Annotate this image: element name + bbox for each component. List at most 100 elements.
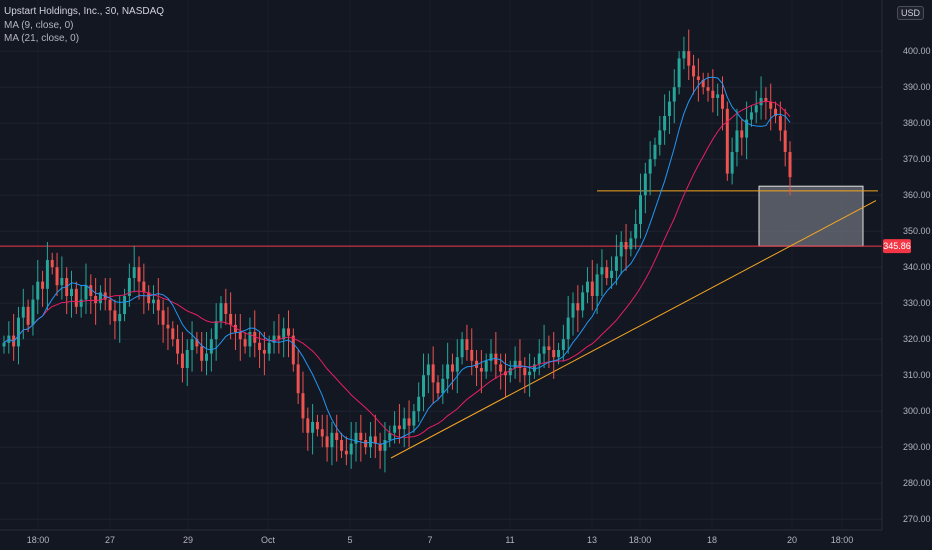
candle-body (595, 274, 599, 296)
candle-body (142, 281, 146, 293)
candle-body (513, 360, 517, 368)
price-label-background (883, 239, 911, 254)
candle-body (195, 339, 199, 347)
candle-body (176, 339, 180, 354)
candle-body (94, 296, 98, 304)
candle-body (783, 130, 787, 152)
y-tick-label: 390.00 (903, 82, 931, 92)
candle-body (118, 314, 122, 322)
candle-body (267, 342, 271, 354)
y-tick-label: 360.00 (903, 190, 931, 200)
time-axis: 18:00 27 29 Oct 5 7 11 13 18:00 18 20 18:00 (0, 529, 882, 545)
candle-body (127, 278, 131, 296)
candle-body (378, 443, 382, 451)
x-tick-label: 29 (183, 535, 193, 545)
candle-body (21, 306, 25, 318)
candle-body (388, 432, 392, 440)
candle-body (161, 310, 165, 325)
candle-body (566, 317, 570, 340)
candle-body (754, 105, 758, 113)
candle-body (41, 281, 45, 289)
candle-body (190, 339, 194, 350)
ma9-line (3, 76, 791, 445)
candle-body (74, 288, 78, 307)
indicator-ma21-label[interactable]: MA (21, close, 0) (4, 33, 80, 44)
candle-body (629, 238, 633, 250)
candle-body (706, 87, 710, 91)
candle-body (397, 425, 401, 430)
candle-body (499, 364, 503, 372)
candle-body (70, 288, 74, 296)
candle-body (590, 281, 594, 296)
candle-body (518, 360, 522, 368)
candle-body (701, 80, 705, 88)
candle-body (209, 339, 213, 354)
candle-body (180, 353, 184, 368)
candle-body (277, 335, 281, 340)
candle-body (253, 332, 257, 343)
candle-body (113, 310, 117, 322)
x-tick-label: 20 (787, 535, 797, 545)
candle-body (98, 292, 102, 304)
candle-body (465, 339, 469, 350)
candle-body (258, 342, 262, 350)
candle-body (581, 292, 585, 311)
candle-body (354, 432, 358, 444)
candle-body (624, 242, 628, 250)
x-tick-label: 27 (105, 535, 115, 545)
candle-body (696, 76, 700, 80)
candle-body (325, 436, 329, 448)
candle-body (532, 364, 536, 372)
candle-body (441, 378, 445, 394)
candle-body (484, 360, 488, 372)
candle-body (393, 425, 397, 433)
y-tick-label: 300.00 (903, 406, 931, 416)
ma21-line (3, 100, 791, 438)
y-tick-label: 340.00 (903, 262, 931, 272)
candle-body (151, 299, 155, 304)
candle-body (238, 332, 242, 340)
y-tick-label: 320.00 (903, 334, 931, 344)
candle-body (749, 112, 753, 120)
candle-body (89, 285, 93, 296)
currency-button[interactable]: USD (896, 6, 924, 20)
candle-body (407, 418, 411, 426)
candle-body (287, 328, 290, 336)
candle-body (725, 108, 729, 174)
candle-body (50, 260, 54, 268)
candle-body (335, 432, 339, 440)
x-tick-label: 7 (427, 535, 432, 545)
candle-body (585, 281, 589, 293)
candle-body (716, 94, 720, 98)
candle-body (31, 299, 35, 325)
candle-body (282, 328, 286, 340)
y-tick-label: 290.00 (903, 442, 931, 452)
y-tick-label: 330.00 (903, 298, 931, 308)
candle-body (422, 375, 426, 397)
candle-body (402, 418, 406, 430)
candle-body (108, 299, 112, 311)
candle-body (605, 267, 609, 278)
candle-body (614, 256, 618, 271)
candle-body (450, 364, 454, 372)
candle-body (446, 364, 450, 379)
candle-body (214, 321, 218, 340)
candle-body (132, 267, 136, 278)
candle-body (320, 429, 324, 437)
candle-body (171, 328, 175, 340)
candle-body (528, 371, 532, 376)
candle-body (778, 116, 782, 131)
price-axis: 270.00 280.00 290.00 300.00 310.00 320.00 330.… (881, 0, 931, 530)
candle-body (720, 94, 724, 109)
indicator-ma9-label[interactable]: MA (9, close, 0) (4, 20, 74, 31)
candle-body (436, 382, 440, 394)
candle-body (663, 116, 667, 131)
moving-averages (3, 76, 791, 445)
candle-body (537, 353, 541, 365)
candle-body (634, 224, 638, 239)
candle-body (296, 364, 300, 394)
candle-body (344, 450, 348, 455)
candle-body (571, 303, 575, 318)
candle-body (306, 418, 310, 433)
